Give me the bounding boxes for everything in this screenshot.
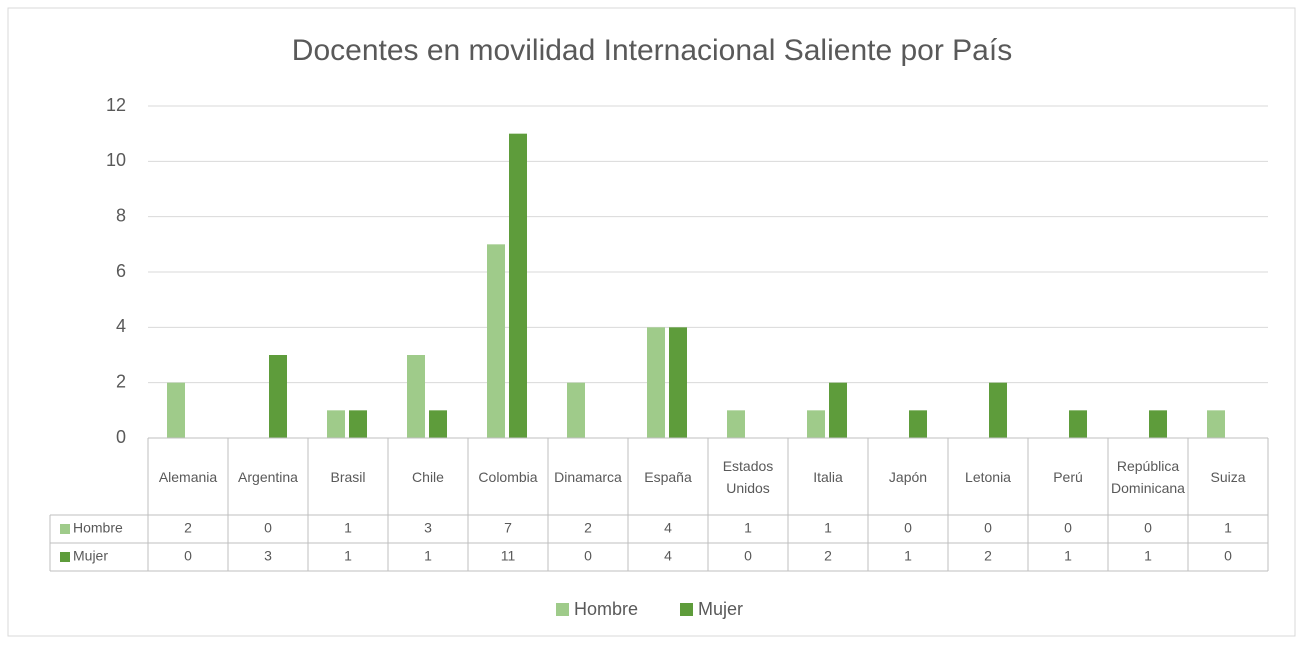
- bar: [669, 327, 687, 438]
- bar: [647, 327, 665, 438]
- legend-key: [556, 603, 569, 616]
- table-value: 0: [584, 548, 592, 564]
- x-tick-label-box: Letonia: [965, 468, 1011, 485]
- table-value: 1: [1224, 520, 1232, 536]
- legend-key: [60, 552, 70, 562]
- legend-key: [60, 524, 70, 534]
- table-value: 0: [264, 520, 272, 536]
- x-tick-label-box: Italia: [813, 468, 843, 485]
- table-value: 1: [744, 520, 752, 536]
- x-tick-label: Estados Unidos: [722, 457, 774, 496]
- x-tick-label: España: [644, 468, 692, 485]
- y-tick-label: 12: [106, 95, 126, 115]
- table-value: 0: [1144, 520, 1152, 536]
- x-tick-label-box: Estados Unidos: [722, 457, 774, 496]
- table-value: 1: [424, 548, 432, 564]
- x-tick-label-box: Perú: [1053, 468, 1083, 485]
- bar: [829, 382, 847, 438]
- y-tick-label: 10: [106, 150, 126, 170]
- table-value: 11: [501, 548, 516, 564]
- table-value: 4: [664, 548, 672, 564]
- x-tick-label: Dinamarca: [554, 468, 622, 485]
- x-tick-label-box: Argentina: [238, 468, 298, 485]
- x-tick-label: Argentina: [238, 468, 298, 485]
- table-value: 2: [824, 548, 832, 564]
- x-tick-label-box: Alemania: [158, 468, 218, 485]
- bar: [349, 410, 367, 438]
- bar: [909, 410, 927, 438]
- table-value: 1: [904, 548, 912, 564]
- x-tick-label: Alemania: [158, 468, 218, 485]
- table-value: 0: [984, 520, 992, 536]
- table-value: 1: [824, 520, 832, 536]
- legend-key: [680, 603, 693, 616]
- x-tick-label: República Dominicana: [1111, 457, 1185, 496]
- bar: [807, 410, 825, 438]
- table-value: 1: [344, 520, 352, 536]
- bar: [429, 410, 447, 438]
- x-tick-label: Colombia: [478, 468, 538, 485]
- bar: [727, 410, 745, 438]
- table-value: 7: [504, 520, 512, 536]
- table-value: 2: [184, 520, 192, 536]
- table-row-header: Mujer: [73, 548, 108, 564]
- bar: [1149, 410, 1167, 438]
- table-value: 2: [984, 548, 992, 564]
- table-value: 1: [344, 548, 352, 564]
- legend-label: Hombre: [574, 599, 638, 619]
- chart-title: Docentes en movilidad Internacional Sali…: [292, 34, 1012, 67]
- x-tick-label-box: Dinamarca: [554, 468, 622, 485]
- table-value: 4: [664, 520, 672, 536]
- bar: [487, 244, 505, 438]
- table-value: 0: [1224, 548, 1232, 564]
- x-tick-label-box: Chile: [412, 468, 444, 485]
- bar: [989, 382, 1007, 438]
- x-tick-label: Letonia: [965, 468, 1011, 485]
- x-tick-label: Chile: [412, 468, 444, 485]
- bar: [167, 382, 185, 438]
- x-tick-label-box: Suiza: [1210, 468, 1246, 485]
- x-tick-label-box: Brasil: [330, 468, 366, 485]
- y-tick-label: 2: [116, 371, 126, 391]
- y-tick-label: 8: [116, 205, 126, 225]
- table-value: 0: [904, 520, 912, 536]
- x-tick-label: Brasil: [330, 468, 366, 485]
- table-value: 1: [1144, 548, 1152, 564]
- legend-label: Mujer: [698, 599, 743, 619]
- table-value: 0: [744, 548, 752, 564]
- x-tick-label-box: Japón: [888, 468, 928, 485]
- table-value: 3: [424, 520, 432, 536]
- bar: [327, 410, 345, 438]
- table-row-header: Hombre: [73, 520, 123, 536]
- x-tick-label: Perú: [1053, 468, 1083, 485]
- table-value: 0: [184, 548, 192, 564]
- bar: [1207, 410, 1225, 438]
- x-tick-label: Italia: [813, 468, 843, 485]
- x-tick-label-box: República Dominicana: [1111, 457, 1185, 496]
- y-tick-label: 4: [116, 316, 126, 336]
- bar: [269, 355, 287, 438]
- x-tick-label-box: España: [644, 468, 692, 485]
- x-tick-label-box: Colombia: [478, 468, 538, 485]
- bar: [567, 382, 585, 438]
- bar: [1069, 410, 1087, 438]
- x-tick-label: Japón: [888, 468, 928, 485]
- y-tick-label: 6: [116, 261, 126, 281]
- chart-frame: [7, 7, 1296, 637]
- bar: [407, 355, 425, 438]
- x-tick-label: Suiza: [1210, 468, 1246, 485]
- table-value: 2: [584, 520, 592, 536]
- bar: [509, 133, 527, 438]
- table-value: 0: [1064, 520, 1072, 536]
- y-tick-label: 0: [116, 427, 126, 447]
- table-value: 3: [264, 548, 272, 564]
- table-value: 1: [1064, 548, 1072, 564]
